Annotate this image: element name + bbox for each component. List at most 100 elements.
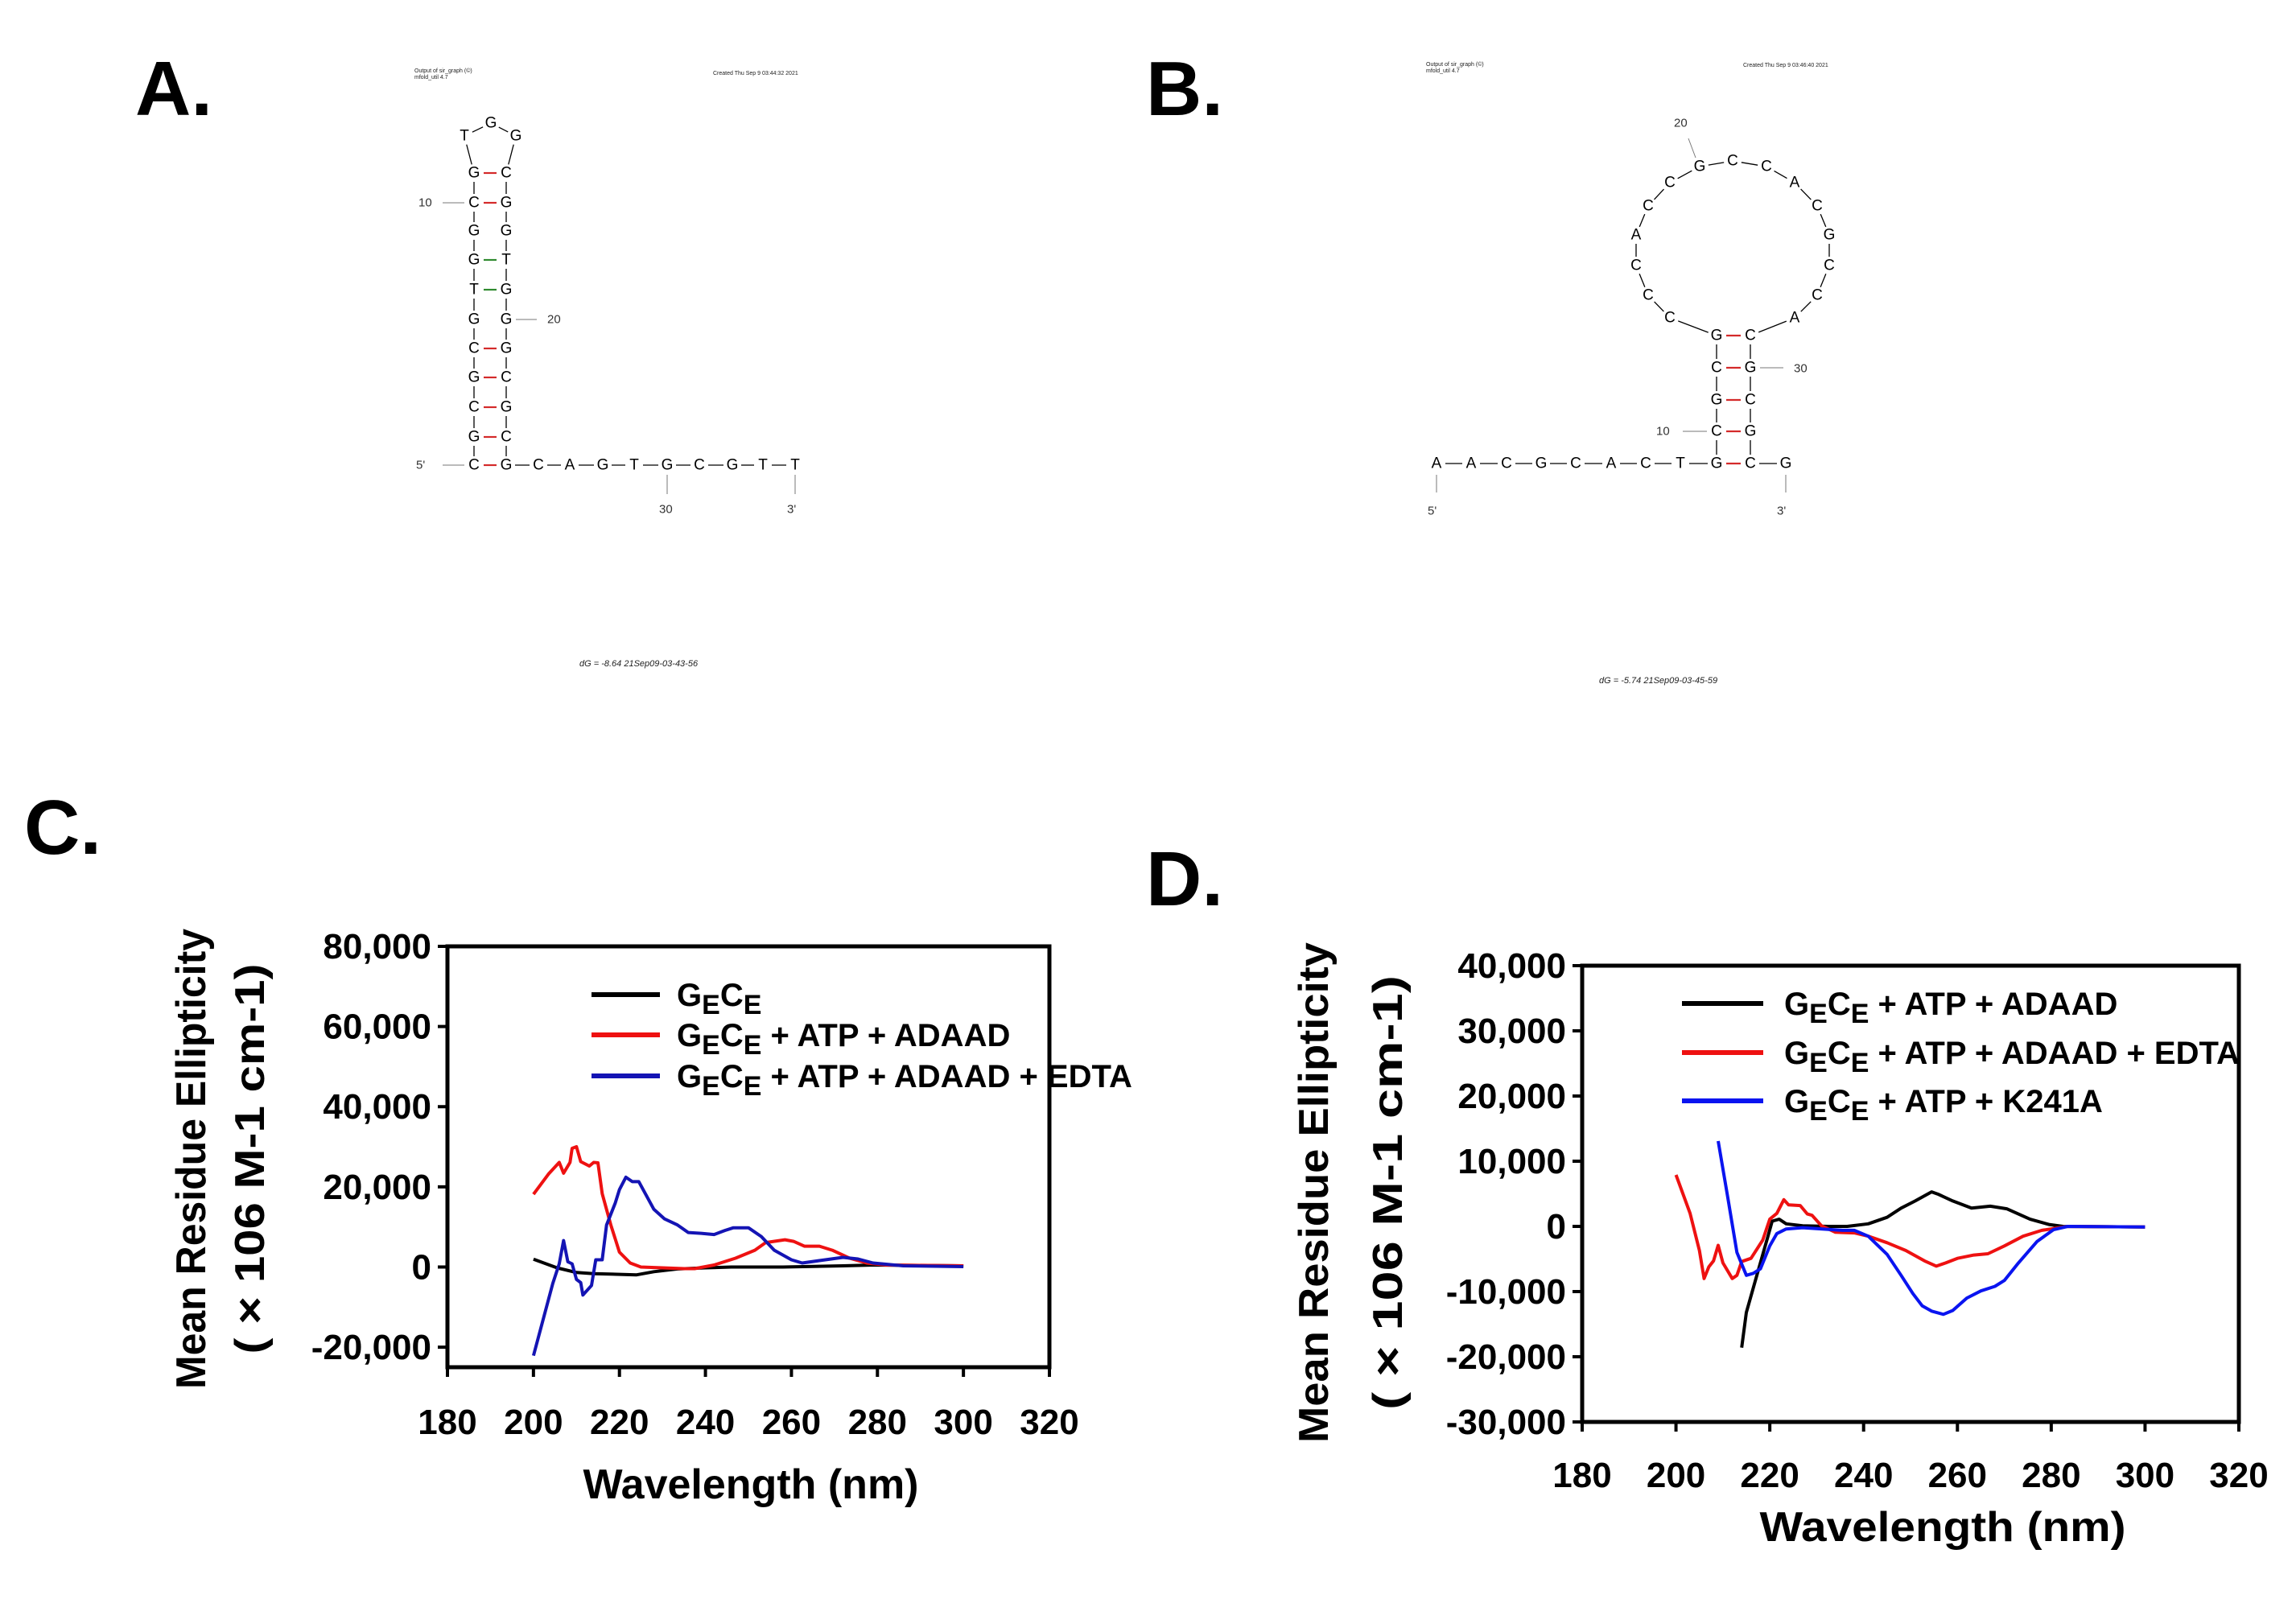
structure-b-label-5prime: 5' xyxy=(1428,505,1437,518)
y-tick-label: -20,000 xyxy=(1446,1337,1566,1377)
structure-a-label-5prime: 5' xyxy=(416,459,425,472)
nucleotide-25: G xyxy=(1824,227,1836,244)
series-line-3 xyxy=(1717,1140,2146,1317)
structure-b-label-20: 20 xyxy=(1674,117,1688,130)
backbone-bond xyxy=(498,126,509,133)
nucleotide-31: C xyxy=(694,457,705,474)
x-tick-label: 220 xyxy=(1740,1456,1799,1495)
plot-frame xyxy=(1580,963,2241,1424)
nucleotide-19: C xyxy=(1664,175,1676,192)
legend-label-1: GECE + ATP + ADAAD xyxy=(1784,987,2117,1029)
nucleotide-21: C xyxy=(1727,153,1738,170)
structure-a-label-20: 20 xyxy=(547,313,561,327)
y-axis-units: ( × 106 M-1 cm-1) xyxy=(1365,975,1412,1410)
legend-label-1: GECE xyxy=(677,978,761,1020)
series-line-3 xyxy=(531,1175,964,1357)
backbone-bond xyxy=(1678,320,1709,333)
x-tick-label: 300 xyxy=(2116,1456,2174,1495)
nucleotide-13: G xyxy=(1711,328,1723,344)
nucleotide-7: T xyxy=(469,282,479,299)
structure-b: Output of sir_graph (©) mfold_util 4.7 C… xyxy=(1426,61,1835,686)
nucleotide-10: C xyxy=(468,195,480,212)
nucleotide-22: C xyxy=(501,369,512,386)
x-tick-label: 260 xyxy=(762,1403,821,1442)
nucleotide-5: C xyxy=(468,340,480,357)
x-tick-label: 300 xyxy=(934,1403,992,1442)
nucleotide-18: C xyxy=(1643,198,1654,215)
nucleotide-20: G xyxy=(1694,159,1706,175)
legend-label-2: GECE + ATP + ADAAD + EDTA xyxy=(1784,1036,2240,1078)
nucleotide-32: G xyxy=(727,457,739,474)
backbone-bond xyxy=(1639,213,1646,228)
nucleotide-1: A xyxy=(1432,455,1442,472)
nucleotide-12: T xyxy=(460,128,469,145)
nucleotide-31: C xyxy=(1745,392,1756,409)
legend-label-2: GECE + ATP + ADAAD xyxy=(677,1018,1010,1061)
nucleotide-19: G xyxy=(501,282,513,299)
nucleotide-25: G xyxy=(501,457,513,474)
panel-label-a: A. xyxy=(135,46,212,132)
x-tick-label: 280 xyxy=(848,1403,907,1442)
x-tick-label: 320 xyxy=(2209,1456,2268,1495)
series-line-2 xyxy=(532,1145,964,1271)
nucleotide-8: T xyxy=(1676,455,1685,472)
nucleotide-6: G xyxy=(468,311,480,328)
nucleotide-15: C xyxy=(1643,287,1654,304)
y-tick-label: 60,000 xyxy=(323,1008,431,1047)
x-tick-label: 240 xyxy=(676,1403,735,1442)
nucleotide-29: T xyxy=(629,457,639,474)
nucleotide-11: G xyxy=(1711,392,1723,409)
y-tick-label: -10,000 xyxy=(1446,1272,1566,1312)
nucleotide-9: G xyxy=(468,223,480,240)
backbone-bond xyxy=(1800,188,1812,200)
nucleotide-12: C xyxy=(1711,360,1722,377)
nucleotide-18: T xyxy=(501,252,511,269)
backbone-bond xyxy=(1639,273,1646,288)
y-tick-label: 0 xyxy=(1547,1207,1566,1247)
series-line-1 xyxy=(1740,1190,2146,1348)
y-axis-units: ( × 106 M-1 cm-1) xyxy=(227,964,274,1354)
y-tick-label: 40,000 xyxy=(1457,946,1566,986)
nucleotide-24: C xyxy=(501,429,512,446)
structure-b-label-3prime: 3' xyxy=(1777,505,1786,518)
nucleotide-16: G xyxy=(501,195,513,212)
y-tick-label: 40,000 xyxy=(323,1087,431,1127)
y-tick-label: 30,000 xyxy=(1457,1012,1566,1051)
nucleotide-16: C xyxy=(1630,258,1642,274)
structure-b-header-created: Created Thu Sep 9 03:46:40 2021 xyxy=(1743,63,1828,68)
structure-b-header-version: mfold_util 4.7 xyxy=(1426,68,1460,74)
nucleotide-3: C xyxy=(468,399,480,416)
nucleotide-13: G xyxy=(485,115,497,132)
nucleotide-9: G xyxy=(1711,455,1723,472)
structure-a-label-30: 30 xyxy=(659,503,673,517)
legend-label-3: GECE + ATP + ADAAD + EDTA xyxy=(677,1059,1132,1102)
nucleotide-30: G xyxy=(662,457,674,474)
plot-frame xyxy=(445,944,1052,1370)
nucleotide-23: A xyxy=(1790,175,1800,192)
nucleotide-33: T xyxy=(758,457,768,474)
y-tick-label: 0 xyxy=(412,1247,431,1287)
nucleotide-10: C xyxy=(1711,423,1722,440)
nucleotide-22: C xyxy=(1761,159,1772,175)
backbone-bond xyxy=(1741,162,1758,166)
backbone-bond xyxy=(1820,213,1827,228)
backbone-bond xyxy=(508,144,514,165)
nucleotide-4: G xyxy=(1535,455,1548,472)
backbone-bond xyxy=(1654,188,1664,200)
backbone-bond xyxy=(1820,273,1827,288)
structure-a-label-10: 10 xyxy=(418,196,432,210)
y-tick-label: 20,000 xyxy=(1457,1077,1566,1116)
structure-a-header-version: mfold_util 4.7 xyxy=(414,75,448,80)
nucleotide-34: G xyxy=(1780,455,1792,472)
panel-label-d: D. xyxy=(1146,836,1223,922)
nucleotide-11: G xyxy=(468,165,480,182)
backbone-bond xyxy=(1677,170,1692,179)
y-tick-label: 10,000 xyxy=(1457,1142,1566,1181)
structure-b-header-program: Output of sir_graph (©) xyxy=(1426,61,1484,68)
x-tick-label: 320 xyxy=(1020,1403,1078,1442)
nucleotide-3: C xyxy=(1501,455,1512,472)
nucleotide-17: G xyxy=(501,223,513,240)
